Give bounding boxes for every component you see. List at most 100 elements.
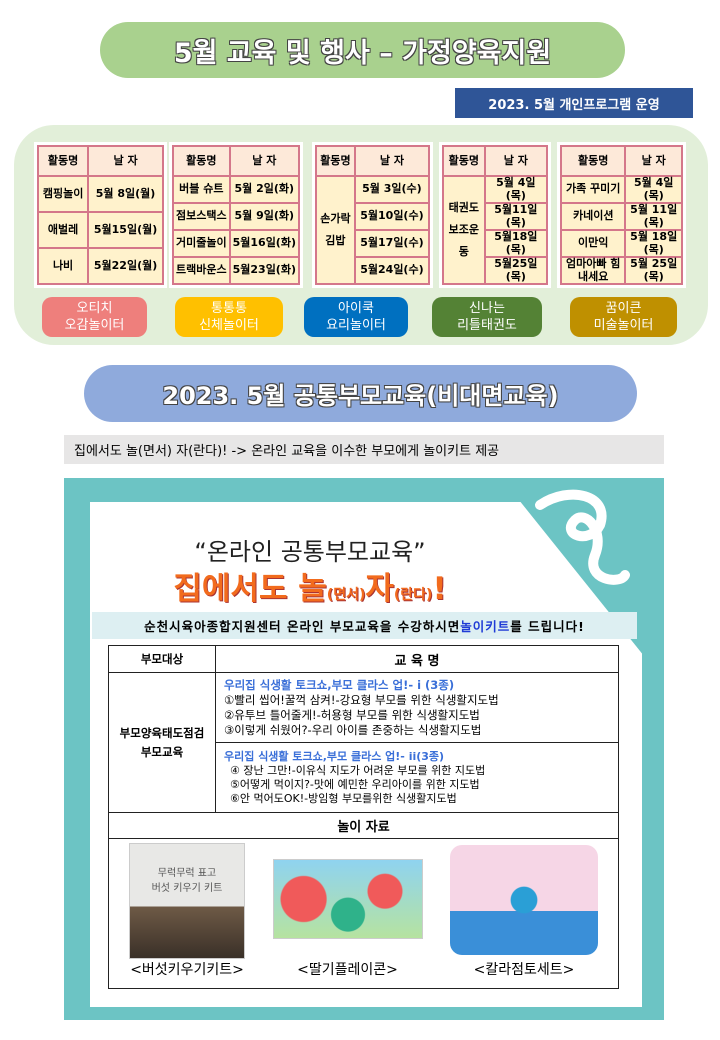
headline-part: ! [432,571,447,607]
activity-date: 5월 18일(목) [624,229,683,258]
activity-table: 활동명 날 자 버블 슈트 5월 2일(화) 점보스택스 5월 9일(화) 거미줄놀이 5월1… [169,142,303,288]
strawberry-kit-image [272,859,423,939]
activity-name: 가족 꾸미기 [559,175,627,204]
activity-name: 트랙바운스 [172,256,231,285]
course-item: ④ 장난 그만!-이유식 지도가 어려운 부모를 위한 지도법 [230,763,486,777]
activity-date: 5월15일(월) [87,211,164,249]
kit-label: <칼라점토세트> [473,962,575,978]
course-title: 우리집 식생활 토크쇼,부모 클라스 업!- ii(3종) [224,749,445,763]
kit-label: <딸기플레이콘> [297,962,398,978]
kit-clay: <칼라점토세트> [450,845,598,979]
course-2: 우리집 식생활 토크쇼,부모 클라스 업!- ii(3종) ④ 장난 그만!-이유… [215,742,619,813]
label-line: 꿈이큰 [605,301,642,316]
activity-date: 5월 9일(화) [228,202,301,231]
table-row: 손가락 김밥 5월 3일(수) [315,175,431,285]
activity-name: 애벌레 [36,211,90,249]
clay-kit-image [450,845,598,955]
table-row: 5월17일(수) [316,229,431,258]
activity-name: 점보스택스 [172,202,231,231]
headline-part: (면서) [326,587,366,603]
activity-date: 5월16일(화) [228,229,301,258]
poster-quote: “온라인 공통부모교육” [194,538,426,566]
program-subtitle: 2023. 5월 개인프로그램 운영 [455,88,693,118]
course-item: ③이렇게 쉬웠어?-우리 아이를 존중하는 식생활지도법 [224,722,482,737]
table-row: 5월10일(수) [316,202,431,231]
header-activity: 활동명 [315,145,356,177]
activity-date: 5월 11일(목) [624,202,683,231]
table-row: 트랙바운스 5월23일(화) [172,256,301,285]
header-activity: 활동명 [442,145,486,177]
course-item: ②유투브 틀어줄게!-허용형 부모를 위한 식생활지도법 [224,707,480,722]
headline-part: 집에서도 놀 [173,571,327,607]
table-row: 5월18일(목) [443,229,549,258]
table-row: 이만익 5월 18일(목) [559,229,683,258]
activity-date: 5월 25일(목) [624,256,683,285]
activity-date: 5월 4일(목) [624,175,683,204]
activity-name: 이만익 [559,229,627,258]
activity-date: 5월25일(목) [483,256,549,285]
table-row: 카네이션 5월 11일(목) [559,202,683,231]
label-line: 리틀태권도 [457,318,517,333]
headline-part: 자 [365,571,394,607]
activity-date: 5월24일(수) [353,256,431,285]
info-bar: 집에서도 놀(면서) 자(란다)! -> 온라인 교육을 이수한 부모에게 놀이… [64,435,664,464]
activity-name: 손가락 김밥 [315,175,356,285]
header-date: 날 자 [87,145,164,177]
kit-label: <버섯키우기키트> [130,962,244,978]
activity-table: 활동명 날 자 캠핑놀이 5월 8일(월) 애벌레 5월15일(월) 나비 5월22일(월) [34,142,167,288]
label-line: 신나는 [469,301,505,316]
education-table: 부모대상 교 육 명 부모양육태도점검 부모교육 우리집 식생활 토크쇼,부모 클… [108,645,619,989]
mushroom-kit-image: 무럭무럭 표고 버섯 키우기 키트 [129,843,245,959]
course-item: ①빨리 씹어!꿀꺽 삼켜!-강요형 부모를 위한 식생활지도법 [224,692,499,707]
label-line: 오티치 [76,301,113,316]
header-date: 날 자 [483,145,549,177]
label-line: 아이쿡 [338,301,374,316]
label-line: 요리놀이터 [326,318,386,333]
poster-notice: 순천시육아종합지원센터 온라인 부모교육을 수강하시면 놀이키트 를 드립니다! [92,612,637,639]
activity-date: 5월17일(수) [353,229,431,258]
headline-part: (란다) [393,587,433,603]
label-line: 오감놀이터 [64,318,125,333]
label-line: 신체놀이터 [199,318,259,333]
header-activity: 활동명 [172,145,231,177]
course-1: 우리집 식생활 토크쇼,부모 클라스 업!- i (3종) ①빨리 씹어!꿀꺽 삼… [215,672,619,743]
page-title: 5월 교육 및 행사 – 가정양육지원 [100,22,625,78]
course-item: ⑤어떻게 먹이지?-맛에 예민한 우리아이를 위한 지도법 [230,777,480,791]
course-title: 우리집 식생활 토크쇼,부모 클라스 업!- i (3종) [224,677,455,692]
label-line: 통통통 [211,301,247,316]
header-date: 날 자 [624,145,683,177]
notice-highlight: 놀이키트 [460,619,511,634]
table-row: 5월24일(수) [316,256,431,285]
activity-name: 버블 슈트 [172,175,231,204]
kit-strawberry: <딸기플레이콘> [272,859,423,979]
table-row: 버블 슈트 5월 2일(화) [172,175,301,204]
table-row: 거미줄놀이 5월16일(화) [172,229,301,258]
header-date: 날 자 [228,145,301,177]
table-row: 가족 꾸미기 5월 4일(목) [559,175,683,204]
activity-name: 나비 [36,247,90,285]
table-row: 나비 5월22일(월) [36,247,164,285]
table-row: 엄마아빠 힘내세요 5월 25일(목) [559,256,683,285]
activity-name: 엄마아빠 힘내세요 [559,256,627,285]
col-header-target: 부모대상 [108,645,216,673]
play-header: 놀이 자료 [108,812,619,839]
activity-table: 활동명 날 자 가족 꾸미기 5월 4일(목) 카네이션 5월 11일(목) 이만익 5월 1… [557,142,686,288]
header-activity: 활동명 [559,145,627,177]
table-row: 태권도 보조운동 5월 4일(목) [442,175,549,285]
activity-date: 5월11일(목) [483,202,549,231]
kit-mushroom: 무럭무럭 표고 버섯 키우기 키트 <버섯키우기키트> [129,843,245,979]
target-cell: 부모양육태도점검 부모교육 [108,672,216,813]
activity-date: 5월18일(목) [483,229,549,258]
table-row: 점보스택스 5월 9일(화) [172,202,301,231]
activity-name: 태권도 보조운동 [442,175,486,285]
table-row: 5월11일(목) [443,202,549,231]
label-line: 미술놀이터 [593,318,654,333]
col-header-course: 교 육 명 [215,645,619,673]
activity-date: 5월 2일(화) [228,175,301,204]
table-row: 5월25일(목) [443,256,549,285]
